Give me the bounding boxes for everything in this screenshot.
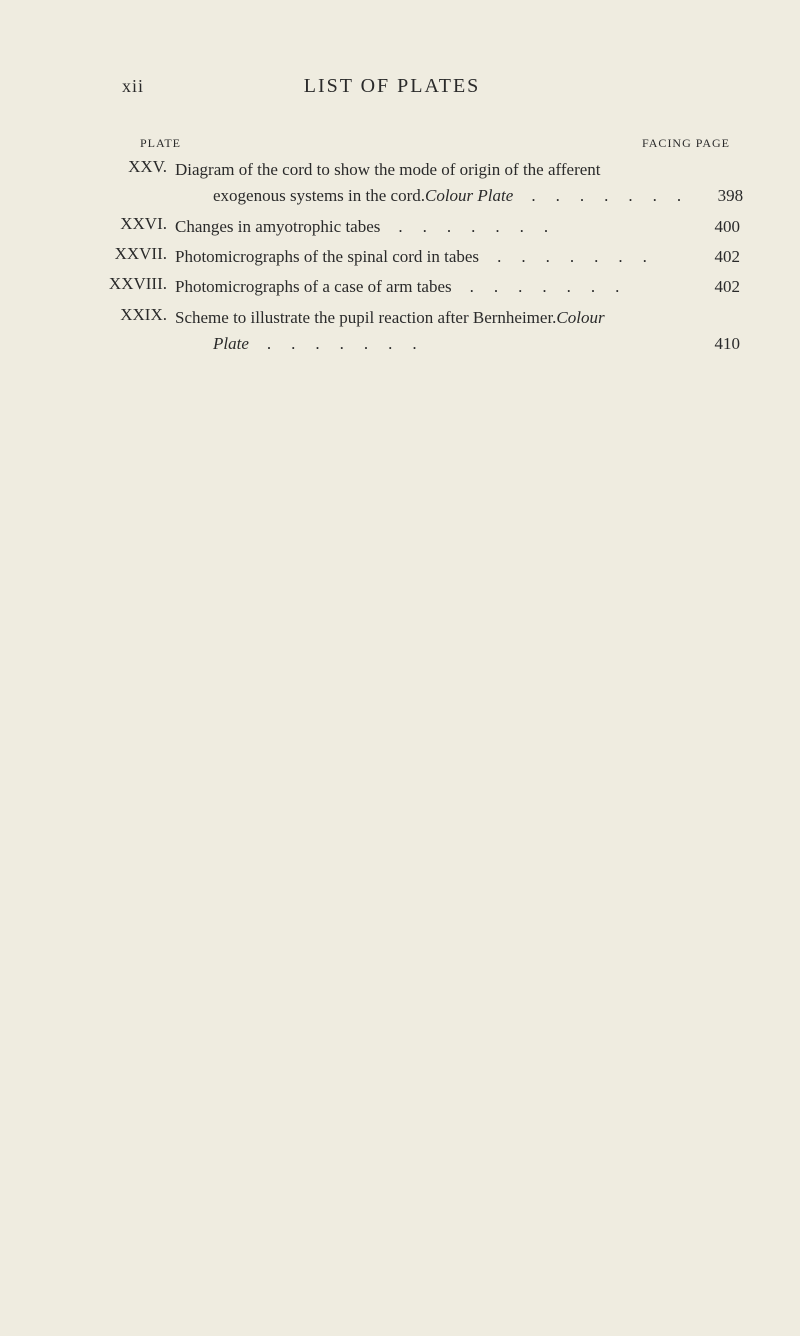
entry-text: Diagram of the cord to show the mode of …: [175, 157, 601, 183]
entry-content: Photomicrographs of the spinal cord in t…: [175, 244, 740, 270]
entry-text: exogenous systems in the cord.: [213, 183, 425, 209]
entry-content: Changes in amyotrophic tabes ....... 400: [175, 214, 740, 240]
entry-content: Scheme to illustrate the pupil reaction …: [175, 305, 740, 358]
column-headers: PLATE FACING PAGE: [100, 136, 740, 151]
page-ref: 410: [698, 331, 740, 357]
plate-number: XXV.: [100, 157, 175, 177]
entry-xxvi: XXVI. Changes in amyotrophic tabes .....…: [100, 214, 740, 240]
plate-number: XXVIII.: [100, 274, 175, 294]
entry-text-italic: Colour: [556, 305, 604, 331]
leader-dots: .......: [479, 244, 698, 270]
entry-xxvii: XXVII. Photomicrographs of the spinal co…: [100, 244, 740, 270]
entry-text: Changes in amyotrophic tabes: [175, 214, 380, 240]
entry-text-italic: Colour Plate: [425, 183, 513, 209]
leader-dots: .......: [452, 274, 698, 300]
entry-xxviii: XXVIII. Photomicrographs of a case of ar…: [100, 274, 740, 300]
entry-content: Diagram of the cord to show the mode of …: [175, 157, 743, 210]
header-row: xii LIST OF PLATES: [100, 75, 740, 98]
entry-text: Scheme to illustrate the pupil reaction …: [175, 305, 556, 331]
column-header-plate: PLATE: [140, 136, 181, 151]
entry-xxix: XXIX. Scheme to illustrate the pupil rea…: [100, 305, 740, 358]
leader-dots: .......: [513, 183, 701, 209]
page-title: LIST OF PLATES: [124, 75, 660, 98]
entry-text: Photomicrographs of the spinal cord in t…: [175, 244, 479, 270]
leader-dots: .......: [249, 331, 698, 357]
entry-content: Photomicrographs of a case of arm tabes …: [175, 274, 740, 300]
entry-text-italic: Plate: [213, 331, 249, 357]
page-ref: 400: [698, 214, 740, 240]
page-ref: 402: [698, 244, 740, 270]
page-ref: 398: [701, 183, 743, 209]
plate-number: XXVII.: [100, 244, 175, 264]
plate-number: XXVI.: [100, 214, 175, 234]
leader-dots: .......: [380, 214, 698, 240]
column-header-facing: FACING PAGE: [642, 136, 730, 151]
page-ref: 402: [698, 274, 740, 300]
entry-text: Photomicrographs of a case of arm tabes: [175, 274, 452, 300]
plate-number: XXIX.: [100, 305, 175, 325]
entry-xxv: XXV. Diagram of the cord to show the mod…: [100, 157, 740, 210]
